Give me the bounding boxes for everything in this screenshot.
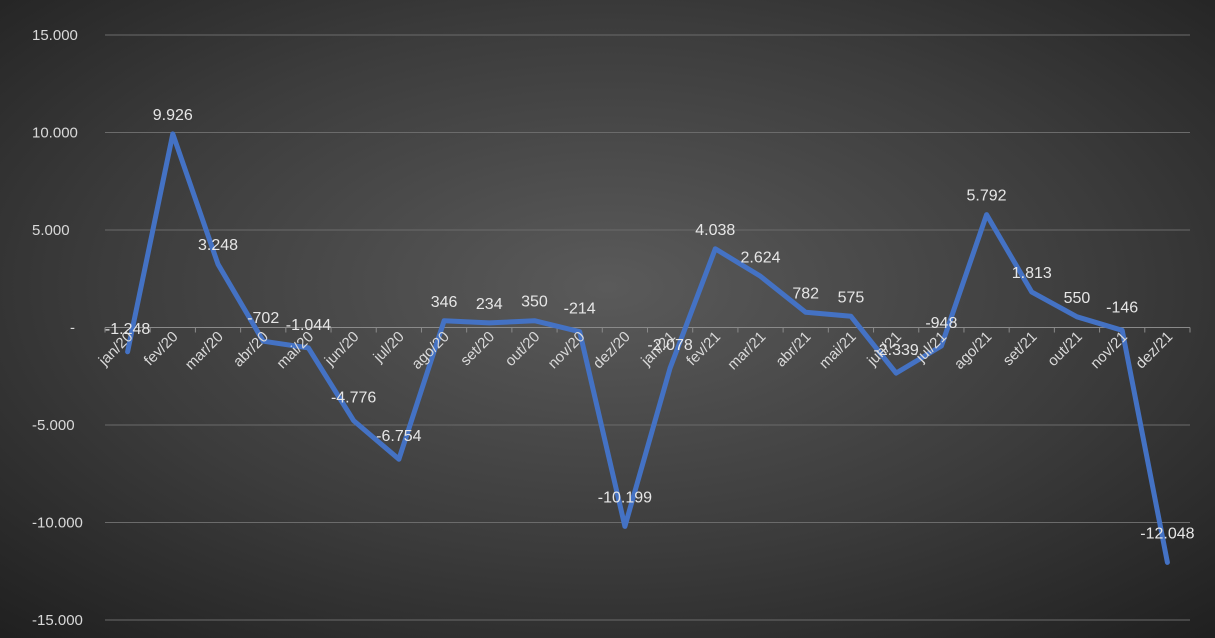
- data-label: -702: [247, 310, 279, 327]
- data-label: 9.926: [153, 107, 193, 124]
- series-line: [125, 131, 1170, 565]
- series-line-layer: [125, 131, 1170, 565]
- data-label: -6.754: [376, 428, 421, 445]
- y-tick-label: 15.000: [32, 27, 78, 44]
- data-label: -146: [1106, 299, 1138, 316]
- data-label: 1.813: [1012, 265, 1052, 282]
- data-label: 782: [792, 285, 819, 302]
- data-label: 234: [476, 296, 503, 313]
- data-label: 350: [521, 294, 548, 311]
- data-label: 550: [1064, 290, 1091, 307]
- data-label: 3.248: [198, 237, 238, 254]
- data-label: -12.048: [1140, 525, 1194, 542]
- y-tick-label: -: [70, 320, 75, 337]
- data-label: 346: [431, 294, 458, 311]
- y-tick-label: 5.000: [32, 222, 70, 239]
- category-axis: [104, 327, 1191, 333]
- gridlines: [105, 34, 1190, 621]
- data-label: -2.078: [647, 337, 692, 354]
- data-label: -2.339: [873, 342, 918, 359]
- y-tick-label: -15.000: [32, 612, 83, 629]
- data-label: -10.199: [598, 489, 652, 506]
- data-label: -1.044: [286, 317, 331, 334]
- data-label: 5.792: [967, 188, 1007, 205]
- data-labels: -1.248 9.926 3.248 -702 -1.044 -4.776 -6.754 34…: [105, 107, 1195, 542]
- data-label: -948: [925, 315, 957, 332]
- y-tick-label: -5.000: [32, 417, 75, 434]
- data-label: 2.624: [740, 249, 780, 266]
- y-tick-label: -10.000: [32, 515, 83, 532]
- y-axis-ticks: 15.000 10.000 5.000 - -5.000 -10.000 -15.000: [32, 27, 83, 629]
- data-label: 4.038: [695, 222, 735, 239]
- data-label: 575: [838, 289, 865, 306]
- data-label: -214: [564, 301, 596, 318]
- data-label: -4.776: [331, 390, 376, 407]
- y-tick-label: 10.000: [32, 125, 78, 142]
- data-label: -1.248: [105, 321, 150, 338]
